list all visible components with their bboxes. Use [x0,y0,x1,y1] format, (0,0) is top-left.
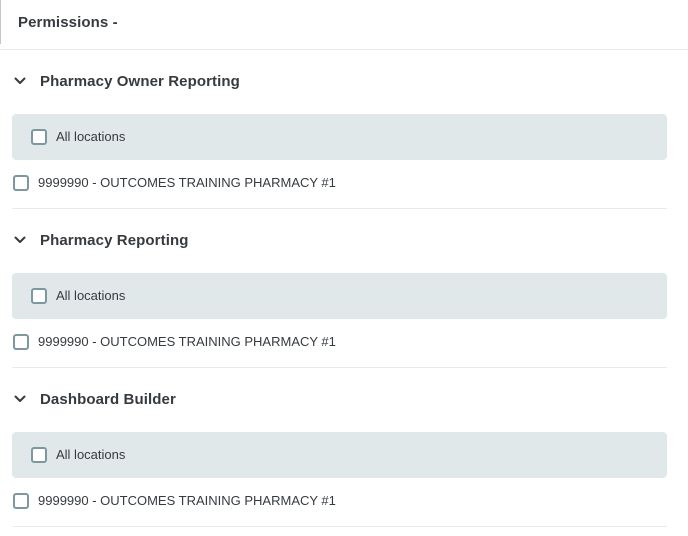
location-checkbox[interactable]: 9999990 - OUTCOMES TRAINING PHARMACY #1 [13,334,336,350]
section-divider [12,367,667,368]
checkbox-unchecked-icon[interactable] [31,447,47,463]
location-checkbox[interactable]: 9999990 - OUTCOMES TRAINING PHARMACY #1 [13,175,336,191]
checkbox-unchecked-icon[interactable] [31,129,47,145]
section-toggle-pharmacy-owner-reporting[interactable]: Pharmacy Owner Reporting [12,72,667,90]
section-divider [12,208,667,209]
all-locations-checkbox[interactable]: All locations [31,447,125,463]
all-locations-row: All locations [12,114,667,160]
section-divider [12,526,667,527]
all-locations-label: All locations [56,129,126,144]
all-locations-row: All locations [12,432,667,478]
checkbox-unchecked-icon[interactable] [31,288,47,304]
location-checkbox[interactable]: 9999990 - OUTCOMES TRAINING PHARMACY #1 [13,493,336,509]
panel-edge-line [0,0,1,44]
all-locations-checkbox[interactable]: All locations [31,288,125,304]
section-toggle-pharmacy-reporting[interactable]: Pharmacy Reporting [12,231,667,249]
all-locations-checkbox[interactable]: All locations [31,129,125,145]
location-row: 9999990 - OUTCOMES TRAINING PHARMACY #1 [12,493,667,509]
permission-section-dashboard-builder: Dashboard Builder All locations 9999990 … [12,390,667,527]
header-divider [0,49,688,50]
location-label: 9999990 - OUTCOMES TRAINING PHARMACY #1 [38,334,336,349]
checkbox-unchecked-icon[interactable] [13,175,29,191]
page-title: Permissions - [18,14,118,31]
all-locations-label: All locations [56,447,126,462]
location-row: 9999990 - OUTCOMES TRAINING PHARMACY #1 [12,334,667,350]
location-row: 9999990 - OUTCOMES TRAINING PHARMACY #1 [12,175,667,191]
checkbox-unchecked-icon[interactable] [13,334,29,350]
all-locations-row: All locations [12,273,667,319]
section-title: Dashboard Builder [40,390,176,408]
permission-section-pharmacy-reporting: Pharmacy Reporting All locations 9999990… [12,231,667,368]
section-title: Pharmacy Owner Reporting [40,72,240,90]
checkbox-unchecked-icon[interactable] [13,493,29,509]
chevron-down-icon [14,395,26,403]
section-toggle-dashboard-builder[interactable]: Dashboard Builder [12,390,667,408]
location-label: 9999990 - OUTCOMES TRAINING PHARMACY #1 [38,175,336,190]
all-locations-label: All locations [56,288,126,303]
section-title: Pharmacy Reporting [40,231,189,249]
location-label: 9999990 - OUTCOMES TRAINING PHARMACY #1 [38,493,336,508]
chevron-down-icon [14,236,26,244]
chevron-down-icon [14,77,26,85]
permissions-list: Pharmacy Owner Reporting All locations 9… [0,72,688,527]
permission-section-pharmacy-owner-reporting: Pharmacy Owner Reporting All locations 9… [12,72,667,209]
